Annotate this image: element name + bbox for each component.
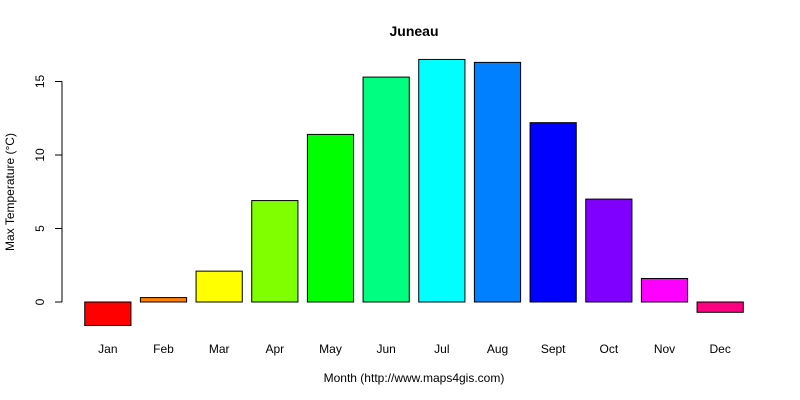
x-tick-label: Nov: [654, 342, 675, 356]
x-tick-label: Aug: [487, 342, 508, 356]
x-tick-label: Jan: [98, 342, 117, 356]
bar-jun: [362, 76, 410, 303]
y-tick-label: 10: [33, 148, 47, 162]
bars-group: [84, 58, 744, 327]
bar-feb: [139, 297, 188, 303]
x-axis-label: Month (http://www.maps4gis.com): [324, 371, 505, 385]
chart-title: Juneau: [389, 23, 438, 39]
y-tick-label: 15: [33, 75, 47, 89]
x-tick-label: May: [319, 342, 342, 356]
x-tick-label: Jul: [434, 342, 449, 356]
x-tick-label: Apr: [265, 342, 284, 356]
x-tick-label: Dec: [709, 342, 730, 356]
x-tick-label: Oct: [599, 342, 618, 356]
x-tick-labels: Jan Feb Mar Apr May Jun Jul Aug Sept Oct Nov Dec: [98, 342, 731, 356]
bar-nov: [640, 277, 689, 303]
bar-may: [306, 133, 355, 303]
x-tick-label: Jun: [376, 342, 395, 356]
bar-dec: [696, 301, 744, 313]
bar-sept: [529, 122, 577, 303]
y-axis-label: Max Temperature (°C): [3, 133, 17, 251]
y-axis: 0 5 10 15: [33, 75, 63, 305]
bar-mar: [195, 270, 243, 303]
x-tick-label: Mar: [209, 342, 230, 356]
x-tick-label: Sept: [541, 342, 566, 356]
bar-oct: [585, 198, 633, 303]
y-tick-label: 0: [33, 298, 47, 305]
x-tick-label: Feb: [153, 342, 174, 356]
bar-jan: [84, 301, 132, 327]
bar-apr: [251, 200, 299, 303]
bar-jul: [418, 58, 466, 303]
y-tick-label: 5: [33, 225, 47, 232]
bar-aug: [473, 61, 522, 303]
